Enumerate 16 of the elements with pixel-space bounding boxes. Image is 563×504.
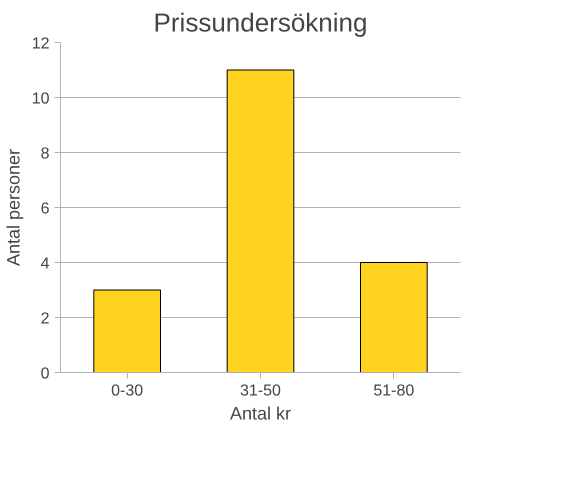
x-tick-label: 0-30 — [111, 382, 144, 400]
y-tick-label: 8 — [40, 146, 50, 162]
y-tick-label: 0 — [40, 366, 50, 382]
y-tick-label: 10 — [32, 90, 50, 108]
bar — [93, 290, 161, 372]
bar — [360, 262, 428, 372]
x-tick-label: 31-50 — [240, 382, 282, 400]
x-tick-label: 51-80 — [373, 382, 414, 400]
x-axis-title: Antal kr — [230, 404, 292, 424]
y-tick-label: 2 — [40, 310, 50, 328]
chart-title: Prissundersökning — [154, 8, 368, 38]
y-tick-label: 6 — [40, 200, 50, 218]
y-tick-label: 4 — [40, 256, 50, 272]
bar — [226, 70, 294, 372]
y-axis-title: Antal personer — [4, 148, 24, 266]
y-tick-label: 12 — [32, 36, 50, 52]
